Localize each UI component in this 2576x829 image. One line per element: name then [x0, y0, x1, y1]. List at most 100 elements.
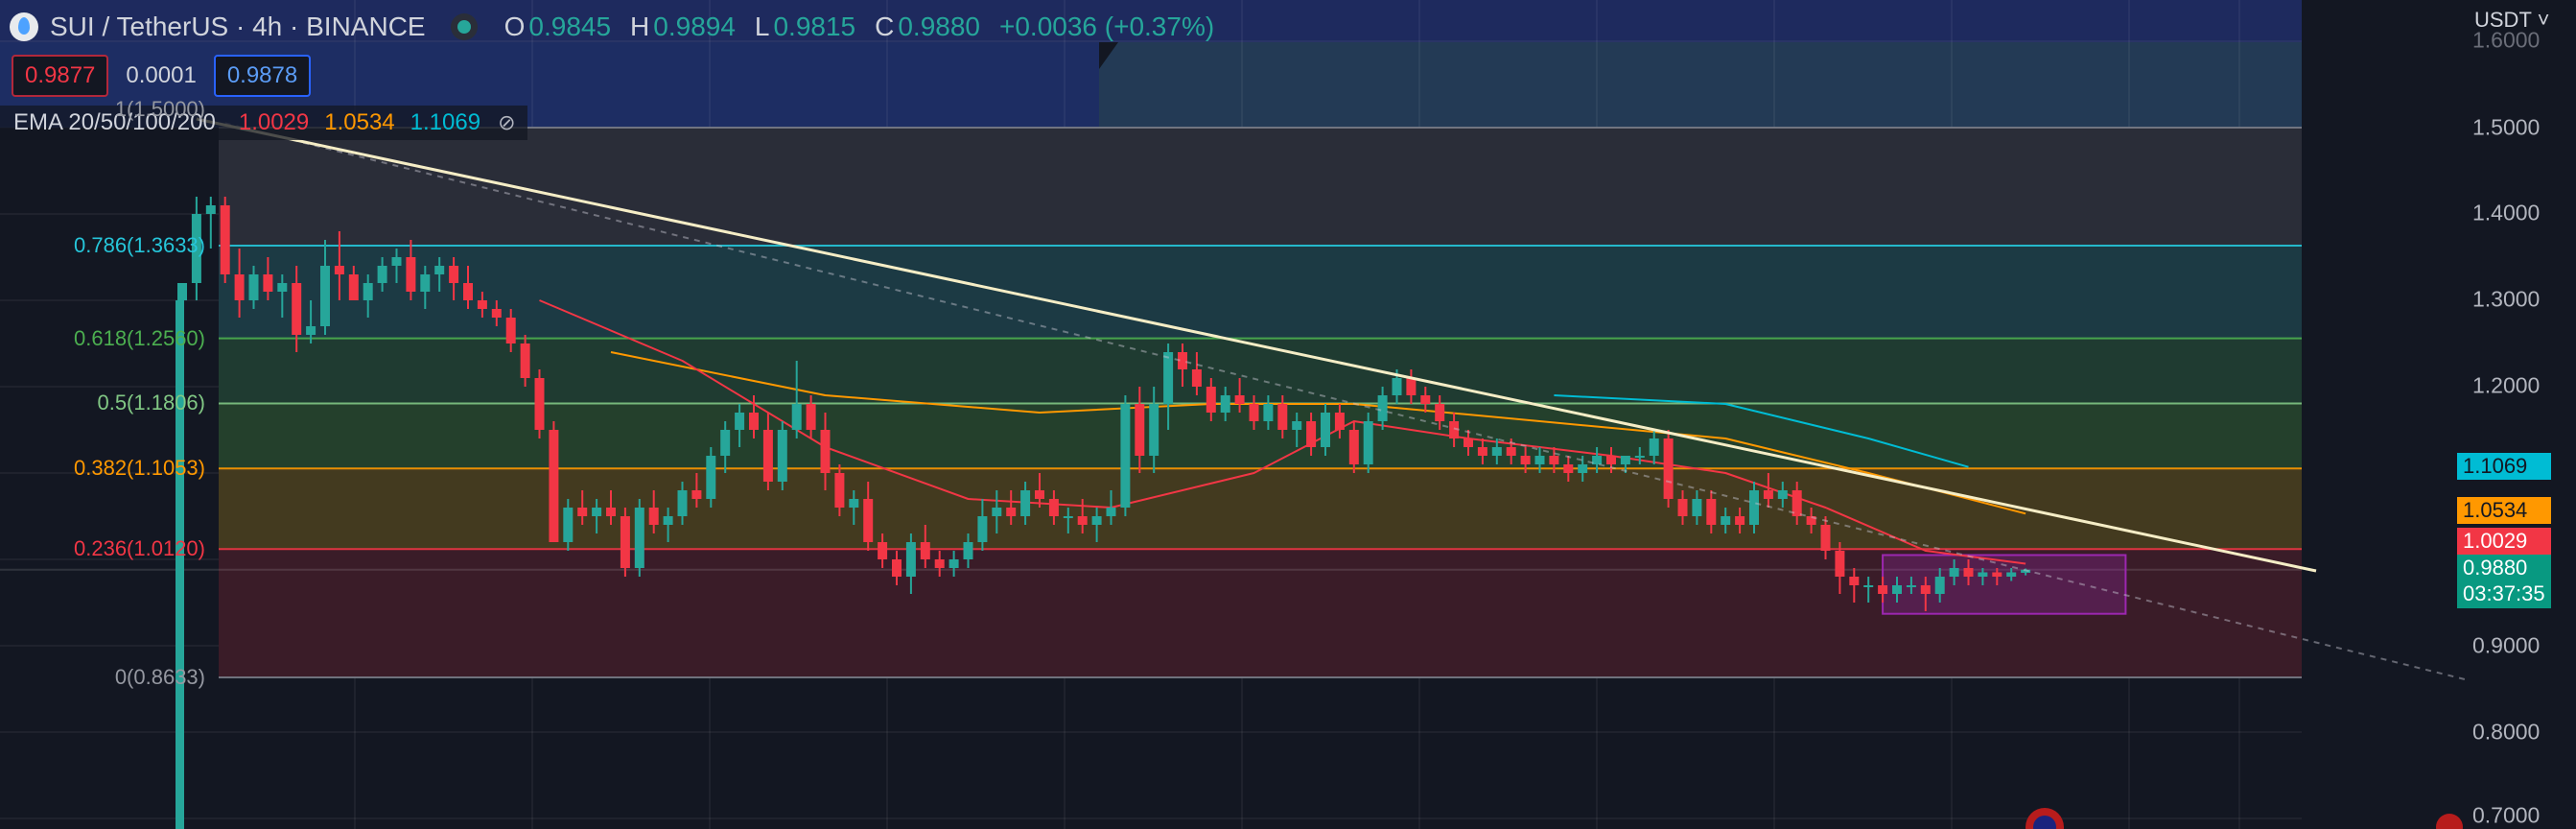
candle-body [234, 274, 245, 300]
candle-body [1835, 551, 1845, 577]
candle-body [1663, 438, 1674, 499]
currency-selector[interactable]: USDT ˅ [2474, 8, 2550, 32]
candle-body [977, 516, 988, 542]
candle-body [1321, 413, 1330, 447]
candle-body [1578, 464, 1588, 473]
candle-body [348, 274, 359, 300]
candle-body [176, 300, 184, 829]
close-label: C [875, 12, 895, 41]
candle-body [406, 257, 416, 292]
fib-band [219, 246, 2302, 339]
candle-body [1892, 585, 1902, 594]
candle-body [1777, 490, 1788, 499]
candle-body [1520, 456, 1531, 464]
flag-icon [2436, 814, 2463, 829]
candle-body [1849, 577, 1860, 585]
candle-body [520, 343, 530, 378]
consolidation-rectangle [1882, 554, 2127, 615]
upper-right-band [1099, 42, 2302, 128]
candle-body [248, 274, 259, 300]
candle-body [391, 257, 402, 266]
candle-body [1592, 456, 1603, 464]
candle-body [1992, 572, 2002, 577]
candle-body [1735, 516, 1745, 525]
candle-body [1091, 516, 1102, 525]
candle-body [648, 508, 659, 525]
candle-body [491, 309, 502, 318]
candle-body [1563, 464, 1574, 473]
ema-title[interactable]: EMA 20/50/100/200 [13, 109, 216, 135]
candle-body [1006, 508, 1017, 516]
fib-band [219, 128, 2302, 247]
candle-body [606, 508, 616, 516]
candle-body [1392, 378, 1402, 395]
candle-body [1606, 456, 1616, 464]
candle-body [834, 473, 845, 508]
ema50-price-tag: 1.0534 [2457, 497, 2551, 524]
candle-body [1549, 456, 1559, 464]
eye-off-icon[interactable]: ⊘ [498, 110, 516, 134]
fib-level-label: 1(1.5000) [114, 97, 205, 121]
market-status-icon[interactable] [450, 13, 478, 40]
candle-body [791, 404, 802, 430]
candle-body [2021, 569, 2031, 573]
candle-body [1377, 395, 1388, 421]
candle-body [948, 559, 959, 568]
candle-body [292, 283, 302, 335]
candle-body [820, 430, 831, 473]
candle-body [1435, 404, 1445, 421]
candle-body [1477, 447, 1487, 456]
candle-body [577, 508, 588, 516]
candle-body [1020, 490, 1031, 516]
candle-body [363, 283, 373, 300]
low-value: 0.9815 [773, 12, 856, 41]
candle-body [1763, 490, 1773, 499]
fib-band [219, 403, 2302, 469]
currency-label: USDT [2474, 8, 2532, 32]
candle-body [534, 378, 545, 430]
candle-body [905, 542, 916, 577]
sui-logo-icon [10, 12, 38, 41]
dashed-trend-line [224, 122, 2470, 681]
symbol-header: SUI / TetherUS · 4h · BINANCE O 0.9845 H… [10, 8, 1214, 46]
candle-body [777, 430, 787, 482]
candle-body [549, 430, 559, 542]
candle-body [677, 490, 688, 516]
candle-body [563, 508, 574, 542]
symbol-title[interactable]: SUI / TetherUS · 4h · BINANCE [50, 12, 426, 41]
candle-body [806, 404, 816, 430]
price-change: +0.0036 (+0.37%) [999, 12, 1215, 41]
candle-body [1191, 369, 1202, 387]
fib-level-label: 0.618(1.2560) [74, 325, 205, 350]
candle-body [1920, 585, 1931, 594]
flag-inner-icon [2033, 816, 2056, 829]
candle-body [1978, 572, 1988, 577]
buy-button[interactable]: 0.9878 [213, 55, 312, 97]
candle-body [1206, 387, 1216, 413]
sell-button[interactable]: 0.9877 [12, 55, 109, 97]
consolidation-box [1882, 554, 2127, 615]
ema20-value: 1.0029 [238, 109, 310, 135]
last-price-tag: 0.9880 03:37:35 [2457, 555, 2551, 608]
fib-level-label: 0.786(1.3633) [74, 233, 205, 258]
candle-body [934, 559, 945, 568]
candle-body [1306, 421, 1317, 447]
candle-body [735, 413, 745, 430]
ema-legend[interactable]: EMA 20/50/100/200 1.0029 1.0534 1.1069 ⊘ [0, 106, 527, 140]
price-axis-tick: 0.7000 [2472, 802, 2541, 828]
candle-body [863, 499, 874, 542]
candle-body [1934, 577, 1945, 594]
candle-body [1178, 352, 1187, 369]
candle-body [620, 516, 630, 568]
candle-body [1406, 378, 1417, 395]
candle-body [320, 266, 330, 326]
candle-body [1791, 490, 1802, 516]
candle-body [663, 516, 673, 525]
candle-body [1120, 404, 1131, 508]
trend-lines [196, 117, 2470, 681]
candle-body [1135, 404, 1145, 456]
candle-body [1749, 490, 1759, 525]
candle-body [691, 490, 702, 499]
candle-body [306, 326, 316, 335]
